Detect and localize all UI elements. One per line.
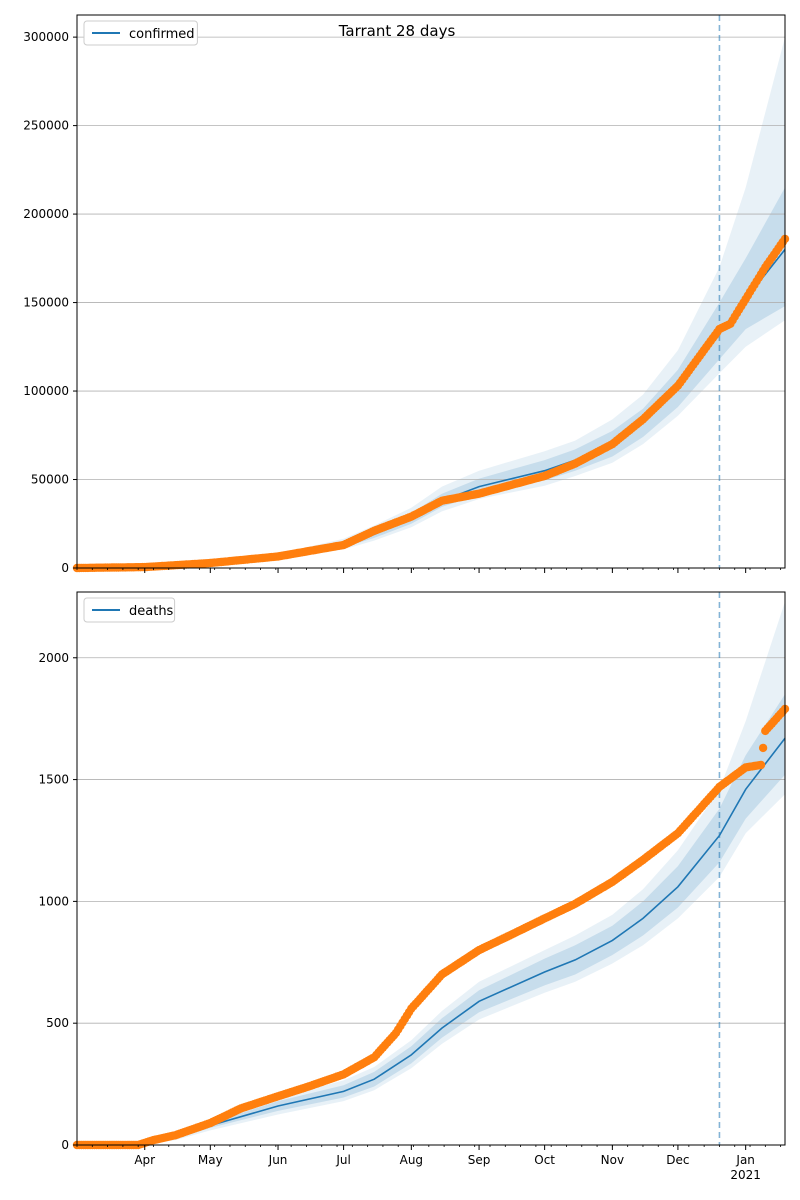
deaths-xtick-label: Jul bbox=[335, 1153, 350, 1167]
deaths-y-axis: 0 500 1000 1500 2000 bbox=[38, 651, 77, 1152]
deaths-observed-point bbox=[758, 743, 768, 753]
confirmed-x-axis bbox=[76, 568, 782, 573]
confirmed-ytick-label: 300000 bbox=[23, 30, 69, 44]
confirmed-ytick-label: 100000 bbox=[23, 384, 69, 398]
confirmed-y-axis: 0 50000 100000 150000 200000 250000 300000 bbox=[23, 30, 77, 575]
deaths-panel: 0 500 1000 1500 2000 Apr May Jun Jul Aug Sep Oct No… bbox=[38, 591, 790, 1182]
deaths-xtick-label: Nov bbox=[601, 1153, 624, 1167]
confirmed-ytick-label: 50000 bbox=[31, 473, 69, 487]
deaths-legend-label: deaths bbox=[129, 604, 174, 619]
confirmed-legend: confirmed bbox=[83, 20, 198, 46]
deaths-legend: deaths bbox=[83, 597, 176, 623]
deaths-xtick-label: Jan bbox=[735, 1153, 755, 1167]
confirmed-legend-label: confirmed bbox=[129, 27, 195, 42]
deaths-y-grid bbox=[77, 657, 785, 1024]
deaths-band-2 bbox=[77, 601, 785, 1145]
deaths-ytick-label: 2000 bbox=[38, 651, 69, 665]
deaths-xtick-label: Aug bbox=[400, 1153, 423, 1167]
confirmed-ytick-label: 250000 bbox=[23, 119, 69, 133]
deaths-xtick-label: Oct bbox=[534, 1153, 555, 1167]
deaths-xtick-label: Sep bbox=[468, 1153, 491, 1167]
deaths-ytick-label: 1000 bbox=[38, 894, 69, 908]
deaths-xtick-label: Apr bbox=[134, 1153, 155, 1167]
confirmed-band-2 bbox=[77, 37, 785, 569]
confirmed-ytick-label: 150000 bbox=[23, 296, 69, 310]
confirmed-panel: 0 50000 100000 150000 200000 250000 300000 con… bbox=[23, 14, 790, 575]
deaths-legend-box bbox=[83, 597, 176, 623]
confirmed-ytick-label: 0 bbox=[61, 561, 69, 575]
deaths-ytick-label: 0 bbox=[61, 1138, 69, 1152]
deaths-ytick-label: 1500 bbox=[38, 773, 69, 787]
confirmed-axes-frame bbox=[76, 14, 786, 569]
deaths-xtick-label: Jun bbox=[268, 1153, 288, 1167]
deaths-uncertainty-bands bbox=[77, 601, 785, 1145]
chart-title: Tarrant 28 days bbox=[338, 22, 456, 40]
confirmed-ytick-label: 200000 bbox=[23, 207, 69, 221]
deaths-xtick-year-label: 2021 bbox=[730, 1168, 761, 1182]
confirmed-legend-box bbox=[83, 20, 198, 46]
deaths-observed-points bbox=[72, 704, 790, 1150]
deaths-xtick-label: Dec bbox=[666, 1153, 689, 1167]
deaths-observed-point bbox=[756, 760, 766, 770]
deaths-band-1 bbox=[77, 694, 785, 1145]
deaths-axes-frame bbox=[76, 591, 786, 1146]
confirmed-uncertainty-bands bbox=[77, 37, 785, 569]
deaths-xtick-label: May bbox=[198, 1153, 223, 1167]
deaths-ytick-label: 500 bbox=[46, 1016, 69, 1030]
